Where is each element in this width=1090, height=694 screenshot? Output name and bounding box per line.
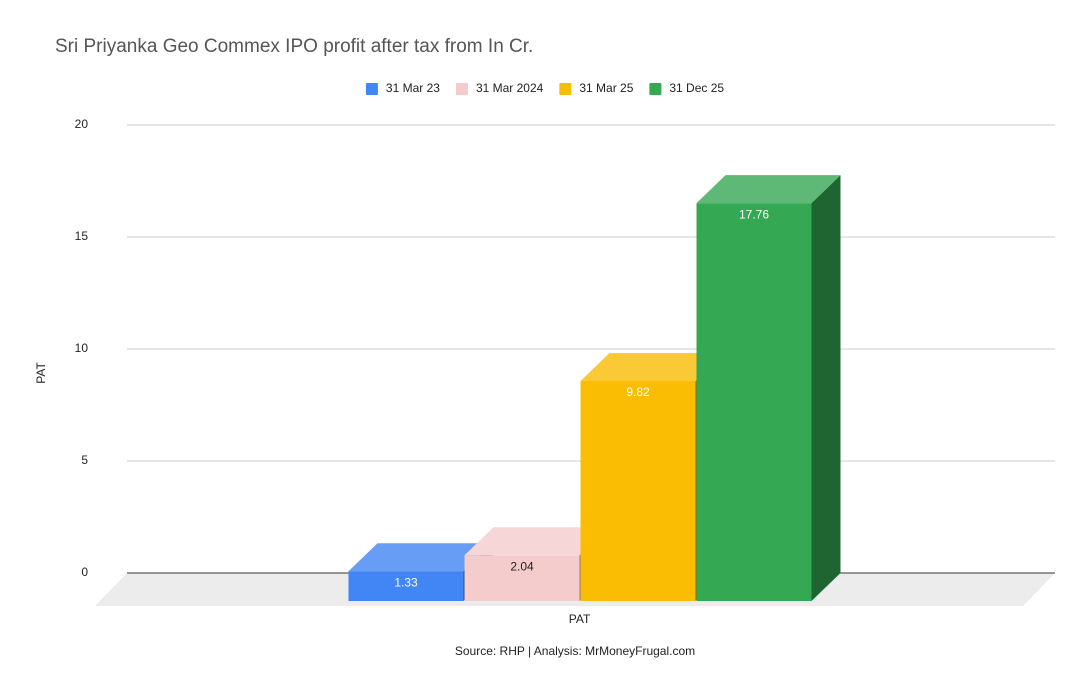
- bar: [348, 571, 464, 601]
- data-label: 1.33: [394, 575, 418, 589]
- legend-label: 31 Mar 23: [386, 81, 440, 95]
- bar: [696, 203, 812, 601]
- y-tick-label: 10: [75, 341, 89, 355]
- legend-swatch: [455, 83, 468, 95]
- y-axis-label: PAT: [34, 362, 48, 384]
- legend-swatch: [649, 83, 662, 95]
- legend-label: 31 Dec 25: [669, 81, 724, 95]
- y-tick-label: 20: [75, 117, 89, 131]
- y-tick-label: 15: [75, 229, 89, 243]
- legend-label: 31 Mar 2024: [476, 81, 544, 95]
- data-label: 17.76: [739, 207, 769, 221]
- legend-swatch: [365, 83, 378, 95]
- x-tick-label: PAT: [569, 612, 591, 626]
- legend-label: 31 Mar 25: [579, 81, 633, 95]
- bar-top: [464, 527, 609, 556]
- data-label: 2.04: [510, 559, 534, 573]
- y-tick-label: 5: [81, 453, 88, 467]
- bar-top: [696, 175, 841, 204]
- bar: [580, 381, 696, 601]
- bar: [464, 555, 580, 601]
- bar-top: [348, 543, 493, 572]
- y-tick-label: 0: [81, 565, 88, 579]
- bar-side: [811, 175, 841, 601]
- legend-swatch: [559, 83, 572, 95]
- chart-title: Sri Priyanka Geo Commex IPO profit after…: [55, 36, 533, 57]
- data-label: 9.82: [626, 385, 650, 399]
- source-note: Source: RHP | Analysis: MrMoneyFrugal.co…: [455, 644, 695, 658]
- bar-top: [580, 353, 725, 382]
